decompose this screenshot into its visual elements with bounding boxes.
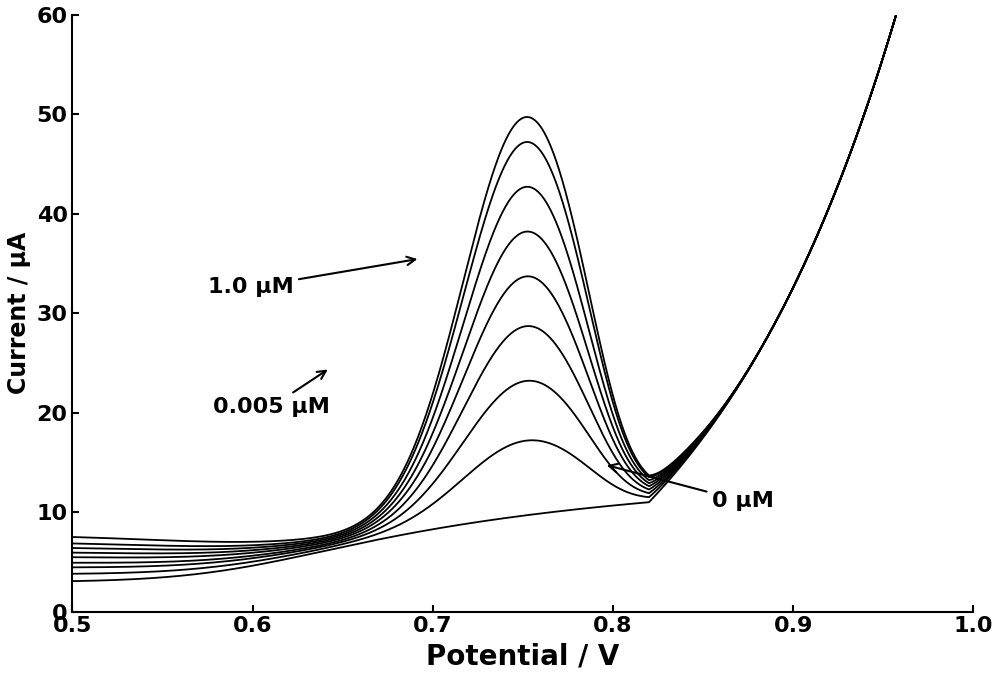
X-axis label: Potential / V: Potential / V <box>426 642 620 670</box>
Text: 0 μM: 0 μM <box>609 464 774 511</box>
Text: 0.005 μM: 0.005 μM <box>213 371 330 417</box>
Y-axis label: Current / μA: Current / μA <box>7 232 31 395</box>
Text: 1.0 μM: 1.0 μM <box>208 257 415 297</box>
